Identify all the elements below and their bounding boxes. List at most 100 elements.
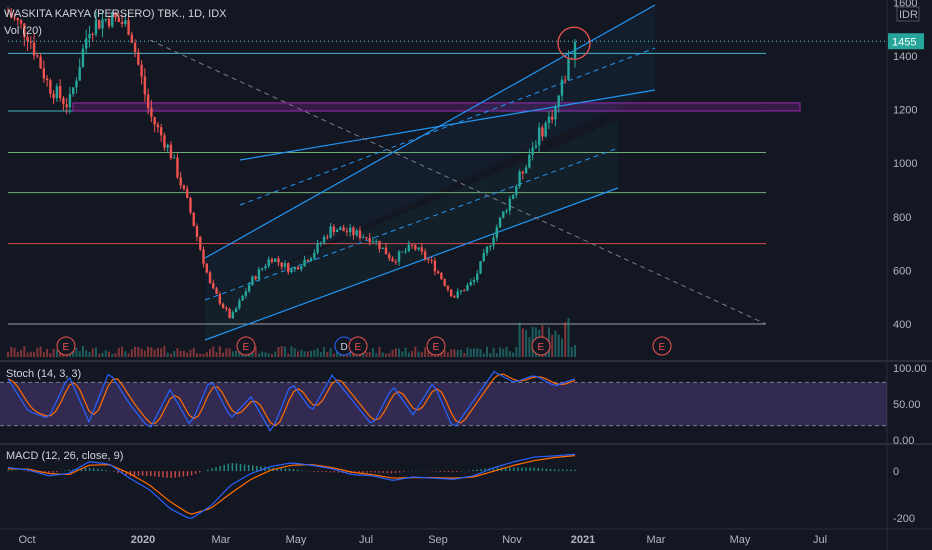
- macd-tick-label: 0: [893, 466, 899, 478]
- volume-bar: [33, 352, 36, 357]
- candle-body: [153, 117, 156, 125]
- candle-body: [234, 308, 238, 313]
- time-tick-label: 2020: [131, 534, 155, 546]
- volume-bar: [371, 348, 374, 357]
- candle-body: [98, 20, 101, 29]
- time-tick-label: Mar: [647, 534, 666, 546]
- earnings-event-label: E: [659, 342, 666, 353]
- candle-body: [300, 266, 303, 270]
- candle-body: [453, 296, 456, 298]
- candle-body: [205, 263, 208, 273]
- price-tag-bg: [888, 33, 924, 50]
- highlight-circle: [557, 26, 591, 60]
- volume-bar: [238, 349, 241, 357]
- candle-body: [423, 251, 427, 259]
- volume-bar: [482, 353, 485, 357]
- candle-body: [166, 144, 169, 148]
- volume-bar: [202, 353, 205, 357]
- candle-body: [449, 289, 453, 297]
- volume-bar: [274, 351, 277, 357]
- candle-body: [257, 269, 261, 280]
- volume-bar: [515, 347, 518, 357]
- volume-bar: [42, 352, 45, 357]
- candle-body: [189, 197, 192, 213]
- earnings-event-marker: [348, 336, 368, 356]
- candle-body: [215, 288, 218, 295]
- candle-body: [176, 157, 179, 178]
- candle-body: [482, 253, 485, 262]
- candle-body: [476, 273, 479, 280]
- candle-body: [94, 20, 98, 35]
- volume-bar: [332, 353, 335, 357]
- volume-bar: [564, 321, 567, 357]
- candle-body: [290, 269, 293, 273]
- volume-bar: [411, 351, 414, 357]
- channel-midline: [204, 147, 619, 301]
- volume-bar: [153, 349, 156, 357]
- candle-body: [71, 87, 75, 94]
- currency-label: IDR: [899, 9, 918, 21]
- candle-body: [270, 259, 274, 262]
- resistance-zone: [72, 102, 801, 112]
- stoch-band: [0, 382, 887, 426]
- candle-body: [557, 95, 560, 107]
- volume-bar: [23, 346, 26, 357]
- candle-body: [365, 237, 368, 239]
- time-tick-label: Jul: [813, 534, 827, 546]
- volume-bar: [267, 353, 270, 357]
- candle-body: [179, 177, 182, 186]
- volume-bar: [345, 353, 348, 357]
- candle-body: [120, 22, 124, 25]
- volume-bar: [290, 346, 293, 357]
- time-tick-label: Jul: [359, 534, 373, 546]
- volume-bar: [502, 349, 505, 357]
- volume-bar: [365, 352, 368, 357]
- volume-bar: [306, 351, 309, 357]
- volume-bar: [104, 350, 107, 357]
- volume-bar: [94, 347, 97, 357]
- volume-bar: [505, 346, 508, 357]
- volume-bar: [521, 328, 524, 357]
- candle-body: [267, 259, 270, 267]
- volume-bar: [78, 351, 81, 357]
- volume-bar: [156, 347, 159, 357]
- price-tick-label: 600: [893, 265, 911, 277]
- volume-bar: [215, 352, 218, 357]
- macd-signal-line: [7, 455, 576, 515]
- volume-bar: [329, 348, 332, 357]
- candle-body: [358, 230, 362, 239]
- volume-bar: [205, 352, 208, 357]
- volume-bar: [254, 346, 257, 357]
- candle-body: [75, 80, 78, 88]
- volume-bar: [7, 352, 9, 357]
- volume-bar: [424, 347, 427, 357]
- candle-body: [528, 154, 531, 168]
- volume-bar: [459, 349, 462, 357]
- volume-bar: [101, 352, 104, 357]
- candle-body: [280, 262, 283, 267]
- volume-bar: [186, 352, 189, 357]
- chart-title: WASKITA KARYA (PERSERO) TBK., 1D, IDX: [4, 8, 227, 20]
- earnings-event-marker: [531, 336, 551, 356]
- volume-bar: [248, 353, 251, 357]
- candle-body: [534, 145, 538, 148]
- volume-bar: [570, 346, 573, 357]
- channel-midline: [239, 47, 656, 206]
- earnings-event-label: E: [538, 342, 545, 353]
- candle-body: [316, 243, 319, 253]
- volume-bar: [316, 348, 319, 357]
- candle-body: [394, 261, 397, 263]
- candle-body: [531, 147, 534, 155]
- volume-bar: [222, 352, 225, 357]
- volume-bar: [134, 346, 137, 357]
- candle-body: [384, 247, 388, 255]
- candle-body: [186, 188, 189, 198]
- candle-body: [277, 258, 280, 263]
- volume-bar: [36, 347, 39, 357]
- volume-bar: [182, 350, 185, 357]
- candle-body: [159, 127, 163, 136]
- candle-body: [39, 56, 42, 69]
- candle-body: [264, 266, 267, 269]
- macd-line: [7, 453, 576, 519]
- candle-body: [355, 230, 358, 236]
